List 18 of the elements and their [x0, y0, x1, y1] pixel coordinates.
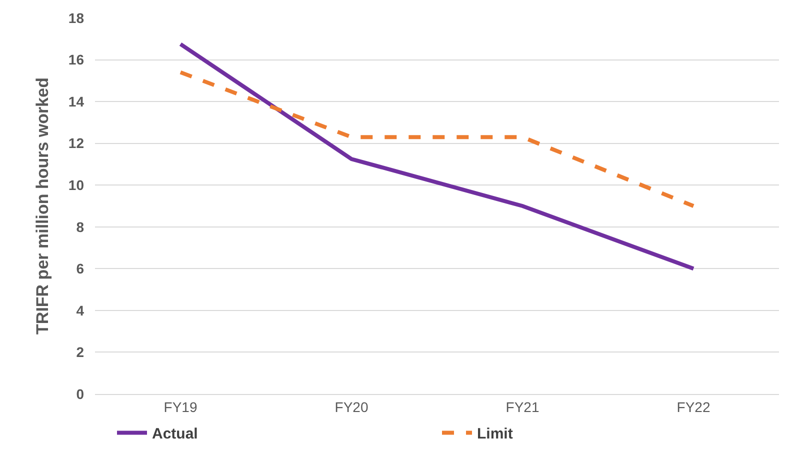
y-tick-label: 18: [68, 10, 84, 26]
y-tick-label: 14: [68, 93, 84, 110]
y-tick-label: 12: [68, 135, 84, 152]
y-tick-label: 2: [76, 344, 84, 360]
legend-label: Actual: [152, 426, 198, 443]
line-series: [178, 42, 696, 271]
y-tick-label: 8: [76, 218, 84, 235]
x-tick-label: FY22: [676, 398, 710, 415]
y-tick-label: 10: [68, 177, 84, 194]
x-tick-label: FY19: [164, 398, 198, 415]
y-tick-label: 6: [76, 260, 84, 277]
x-tick-label: FY20: [334, 398, 368, 415]
y-axis-title: TRIFR per million hours worked: [32, 78, 52, 334]
y-tick-label: 16: [68, 52, 84, 68]
y-tick-label: 4: [76, 302, 84, 318]
legend-label: Limit: [477, 426, 513, 443]
y-tick-label: 0: [76, 386, 84, 402]
x-tick-label: FY21: [506, 398, 540, 415]
